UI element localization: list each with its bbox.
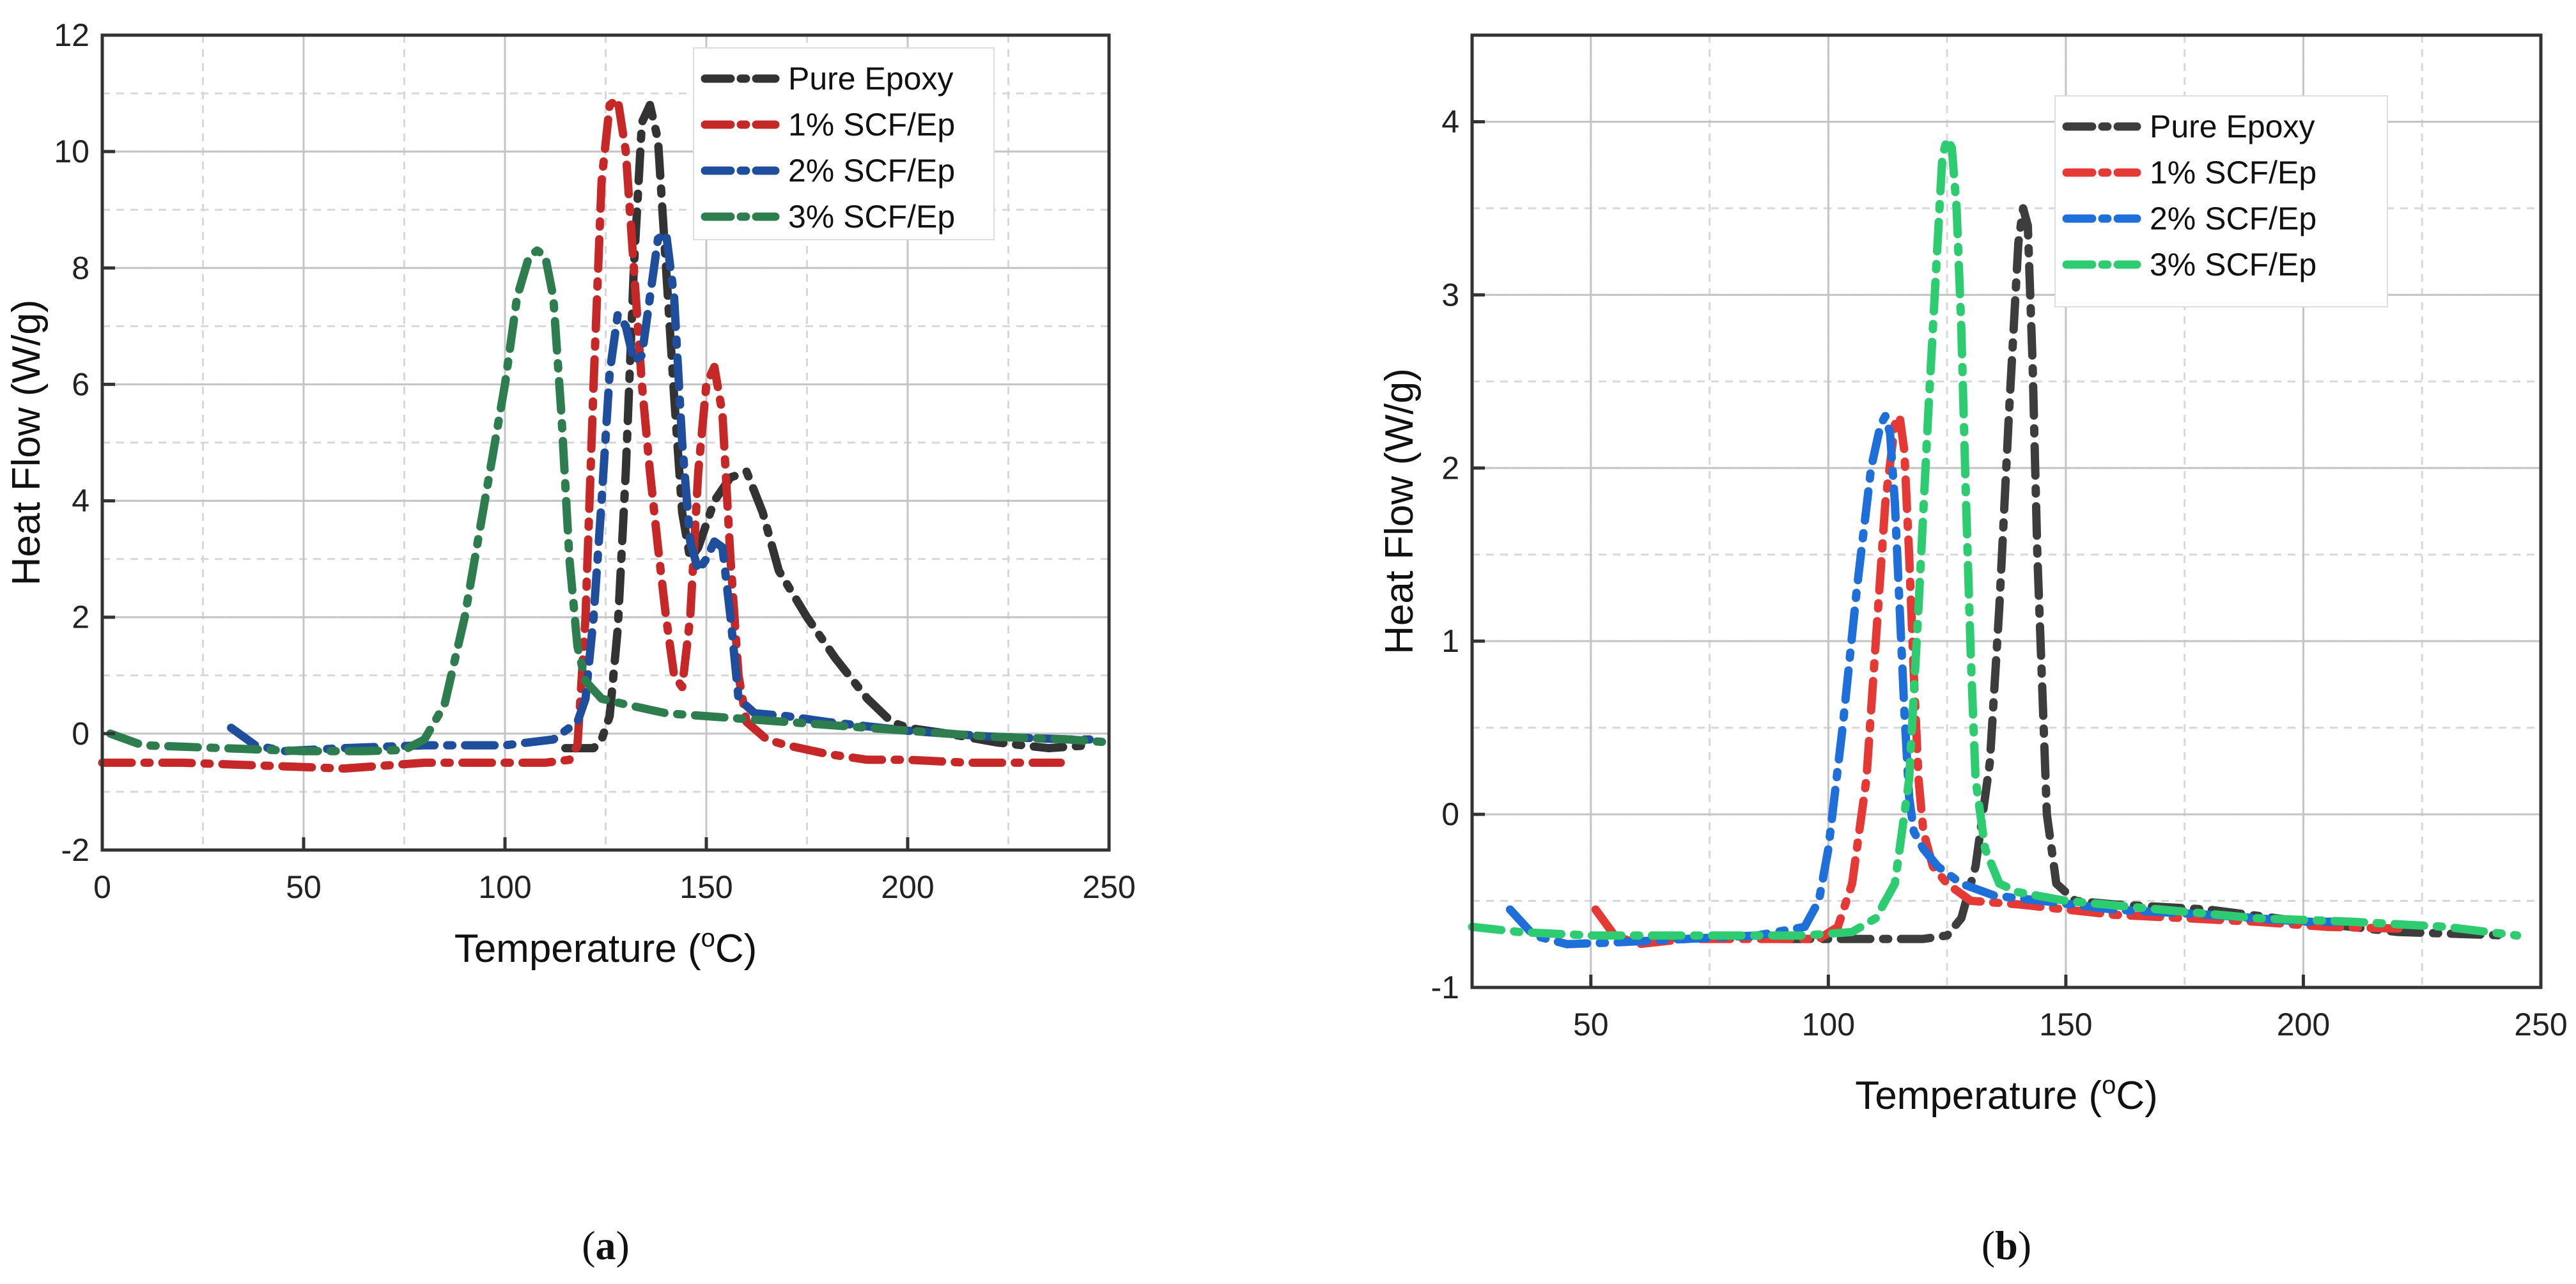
chart-panel-b: 50 100 150 200 250 -1 0 1 2 3 4 Temperature (oC) Hea… — [1377, 33, 2568, 1268]
y-tick-label: 2 — [1441, 450, 1459, 486]
plot-frame — [100, 33, 1111, 852]
y-tick-label: 4 — [72, 483, 89, 519]
series-line-2 — [1505, 412, 2355, 948]
x-axis-title: Temperature (oC) — [454, 924, 757, 971]
y-tick-label: 8 — [72, 250, 89, 286]
series-line-1 — [98, 95, 1065, 773]
x-tick-label: 100 — [478, 869, 531, 905]
x-tick-label: 250 — [1082, 869, 1135, 905]
y-tick-label: 12 — [54, 17, 89, 53]
x-tick-label: 200 — [2277, 1007, 2330, 1042]
x-axis-title: Temperature (oC) — [1855, 1071, 2158, 1118]
legend-label: Pure Epoxy — [2150, 109, 2315, 144]
y-tick-label: -2 — [61, 832, 89, 868]
y-axis-title: Heat Flow (W/g) — [4, 300, 49, 586]
y-tick-label: 3 — [1441, 277, 1459, 313]
legend-label: 2% SCF/Ep — [2150, 201, 2316, 236]
series-line-1 — [1591, 412, 2403, 948]
y-tick-label: -1 — [1431, 970, 1459, 1005]
y-tick-label: 0 — [1441, 796, 1459, 832]
series-line-2 — [227, 229, 1105, 755]
x-tick-label: 200 — [881, 869, 934, 905]
y-tick-label: 1 — [1441, 623, 1459, 659]
panel-label: (a) — [582, 1223, 630, 1268]
series-line-3 — [106, 246, 1113, 755]
series-line-0 — [1776, 204, 2512, 943]
x-tick-label: 50 — [286, 869, 322, 905]
legend-label: 3% SCF/Ep — [788, 199, 955, 235]
legend-label: 1% SCF/Ep — [788, 107, 955, 143]
x-tick-label: 50 — [1573, 1007, 1609, 1042]
x-tick-label: 250 — [2514, 1007, 2567, 1042]
y-tick-label: 10 — [54, 134, 89, 169]
y-tick-label: 6 — [72, 366, 89, 402]
x-tick-label: 100 — [1802, 1007, 1855, 1042]
x-tick-label: 0 — [93, 869, 111, 905]
legend-label: 2% SCF/Ep — [788, 153, 955, 189]
x-tick-label: 150 — [679, 869, 733, 905]
y-tick-label: 4 — [1441, 104, 1459, 139]
panel-label: (b) — [1982, 1223, 2031, 1268]
plot-frame — [1470, 33, 2543, 989]
legend-label: Pure Epoxy — [788, 61, 953, 97]
series-line-0 — [561, 100, 1093, 753]
legend-label: 1% SCF/Ep — [2150, 155, 2316, 190]
y-axis-title: Heat Flow (W/g) — [1377, 368, 1422, 654]
legend-label: 3% SCF/Ep — [2150, 247, 2316, 282]
x-tick-label: 150 — [2039, 1007, 2092, 1042]
y-tick-label: 0 — [72, 716, 89, 752]
legend-box — [2054, 95, 2388, 307]
series-line-3 — [1468, 135, 2522, 940]
y-tick-label: 2 — [72, 599, 89, 635]
